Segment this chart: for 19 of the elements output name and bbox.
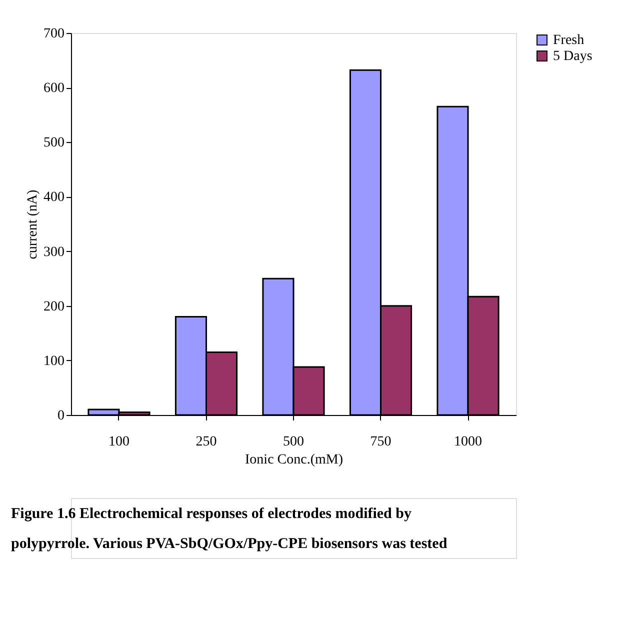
y-tick-label: 0 bbox=[58, 408, 64, 424]
y-tick-label: 500 bbox=[44, 136, 64, 151]
x-tick-label: 250 bbox=[196, 434, 217, 450]
caption: Figure 1.6 Electrochemical responses of electrodes modified by bbox=[11, 506, 412, 522]
x-tick-label: 1000 bbox=[454, 434, 482, 450]
x-tick-label: 100 bbox=[108, 434, 130, 450]
legend-label: Fresh bbox=[553, 33, 584, 48]
y-tick-label: 400 bbox=[44, 190, 64, 206]
y-tick-label: 600 bbox=[44, 81, 64, 96]
x-tick-label: 500 bbox=[283, 434, 304, 450]
y-tick-label: 100 bbox=[44, 354, 64, 369]
y-tick-label: 200 bbox=[44, 299, 64, 314]
y-tick-label: 700 bbox=[44, 26, 64, 42]
y-axis-title: current (nA) bbox=[26, 189, 40, 260]
text: polypyrrole. Various PVA-SbQ/GOx/Ppy-CPE biosensors was tested bbox=[11, 536, 448, 552]
x-axis-title: Ionic Conc.(mM) bbox=[245, 452, 344, 468]
y-tick-label: 300 bbox=[44, 244, 64, 260]
x-tick-label: 750 bbox=[370, 434, 392, 450]
legend-label: 5 Days bbox=[553, 49, 592, 64]
